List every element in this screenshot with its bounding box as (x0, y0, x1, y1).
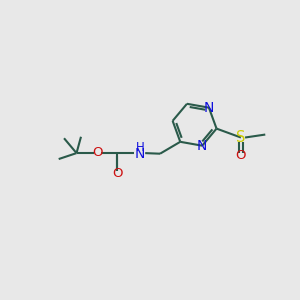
Text: H: H (136, 141, 144, 154)
Text: S: S (236, 130, 246, 145)
Text: N: N (197, 139, 207, 153)
Text: O: O (236, 149, 246, 163)
Text: O: O (112, 167, 122, 179)
Text: N: N (204, 101, 214, 115)
Text: N: N (135, 147, 145, 161)
Text: O: O (93, 146, 103, 159)
